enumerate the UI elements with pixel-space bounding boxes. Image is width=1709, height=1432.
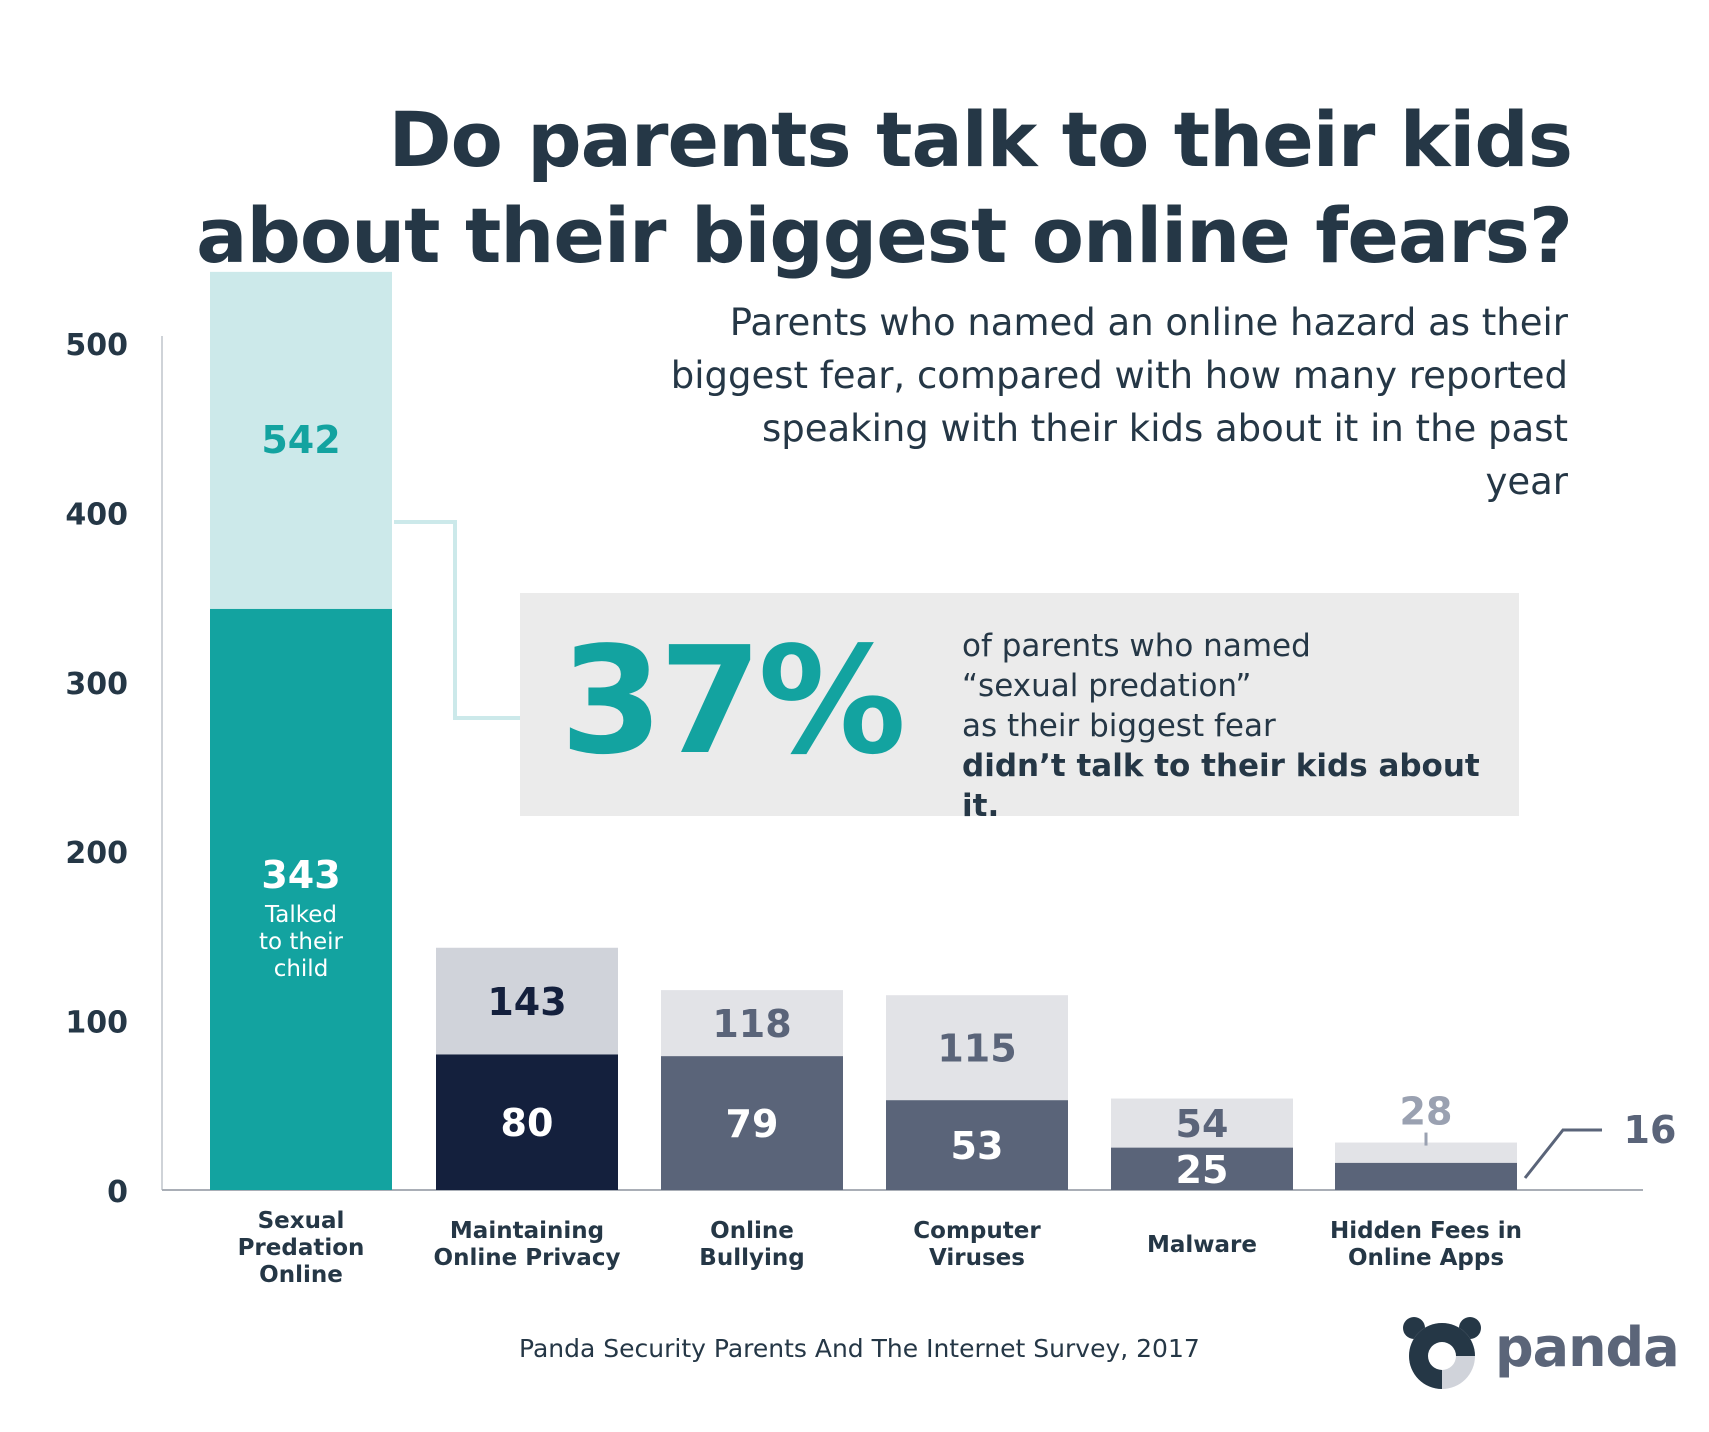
- callout-line-4: didn’t talk to their kids about it.: [962, 748, 1480, 824]
- y-tick-label: 0: [107, 1175, 128, 1210]
- x-category-label: Malware: [1147, 1232, 1257, 1258]
- y-tick-label: 400: [65, 497, 128, 532]
- bar-talked: [886, 1100, 1068, 1190]
- data-label-talked: 25: [1176, 1148, 1229, 1192]
- x-category-label: Online: [710, 1218, 794, 1244]
- x-category-label: Computer: [913, 1218, 1041, 1244]
- y-tick-label: 100: [65, 1006, 128, 1041]
- y-tick-label: 300: [65, 667, 128, 702]
- talked-annotation-line: child: [274, 956, 329, 982]
- data-label-total: 118: [712, 1002, 791, 1046]
- data-label-total: 143: [487, 980, 566, 1024]
- x-category-label: Maintaining: [450, 1218, 604, 1244]
- leader-line-talked: [1523, 1128, 1602, 1179]
- data-label-total: 28: [1400, 1090, 1453, 1134]
- chart-title: Do parents talk to their kids about thei…: [196, 95, 1573, 280]
- bar-talked: [1111, 1147, 1293, 1190]
- data-label-talked: 343: [261, 853, 340, 897]
- data-label-total: 54: [1176, 1102, 1229, 1146]
- bar-talked: [661, 1056, 843, 1190]
- talked-annotation-line: Talked: [264, 902, 337, 928]
- panda-logo-text: panda: [1495, 1316, 1680, 1379]
- y-tick-label: 200: [65, 836, 128, 871]
- x-category-label: Viruses: [929, 1245, 1025, 1271]
- data-label-total: 542: [261, 418, 340, 462]
- data-label-talked: 53: [951, 1124, 1004, 1168]
- callout-line-3: as their biggest fear: [962, 708, 1276, 744]
- data-label-total: 115: [937, 1027, 1016, 1071]
- y-tick-label: 500: [65, 328, 128, 363]
- source-note: Panda Security Parents And The Internet …: [519, 1334, 1200, 1363]
- panda-logo-icon: [1403, 1317, 1481, 1389]
- x-category-label: Sexual: [258, 1208, 345, 1234]
- callout-line-2: “sexual predation”: [962, 668, 1252, 704]
- data-label-talked: 16: [1624, 1108, 1677, 1152]
- data-label-talked: 80: [501, 1101, 554, 1145]
- panda-logo: panda: [1400, 1314, 1680, 1390]
- callout-box: 37% of parents who named “sexual predati…: [520, 593, 1519, 824]
- x-category-label: Bullying: [699, 1245, 804, 1271]
- x-category-label: Online Privacy: [434, 1245, 621, 1271]
- callout-percent: 37%: [560, 615, 906, 787]
- bar-talked: [210, 608, 392, 1190]
- x-category-label: Hidden Fees in: [1330, 1218, 1522, 1244]
- bar-talked: [436, 1054, 618, 1190]
- callout-text: of parents who named “sexual predation” …: [962, 626, 1502, 826]
- talked-annotation-line: to their: [259, 929, 344, 955]
- bar-talked: [1335, 1162, 1517, 1190]
- callout-connector: [394, 520, 520, 720]
- callout-line-1: of parents who named: [962, 628, 1311, 664]
- x-category-label: Online: [259, 1262, 343, 1288]
- chart-subtitle: Parents who named an online hazard as th…: [670, 301, 1568, 503]
- x-category-label: Online Apps: [1348, 1245, 1504, 1271]
- x-category-label: Predation: [238, 1235, 365, 1261]
- data-label-talked: 79: [726, 1102, 779, 1146]
